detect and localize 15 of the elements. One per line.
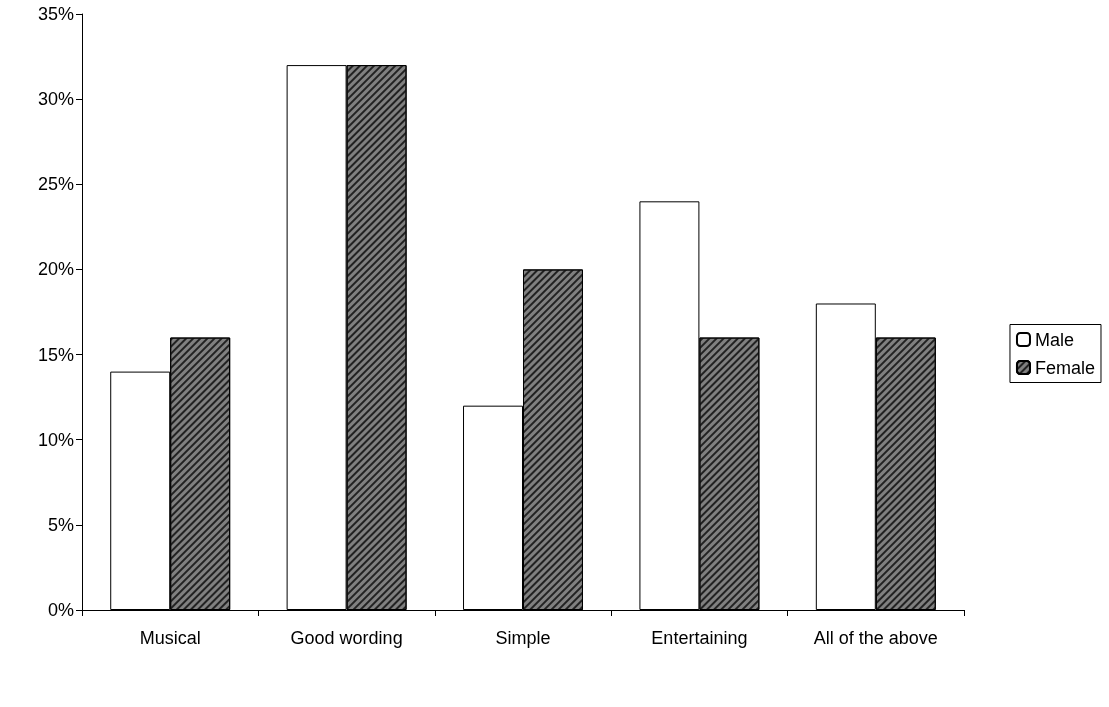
y-tick-label: 0% (47, 600, 74, 620)
y-tick-label: 35% (37, 4, 74, 24)
y-tick-label: 30% (37, 89, 74, 110)
x-tick-label: Musical (139, 628, 201, 648)
legend-label: Male (1034, 329, 1074, 350)
x-tick-label: Good wording (290, 628, 403, 648)
y-tick-label: 25% (37, 174, 74, 195)
y-tick-label: 10% (37, 429, 74, 450)
legend-label: Female (1034, 357, 1096, 378)
x-tick-label: Simple (495, 628, 551, 648)
y-tick-label: 15% (37, 344, 74, 365)
x-tick-label: Entertaining (651, 628, 748, 648)
x-tick-label: All of the above (813, 628, 938, 648)
y-tick-label: 20% (37, 259, 74, 280)
y-tick-label: 5% (47, 514, 74, 535)
